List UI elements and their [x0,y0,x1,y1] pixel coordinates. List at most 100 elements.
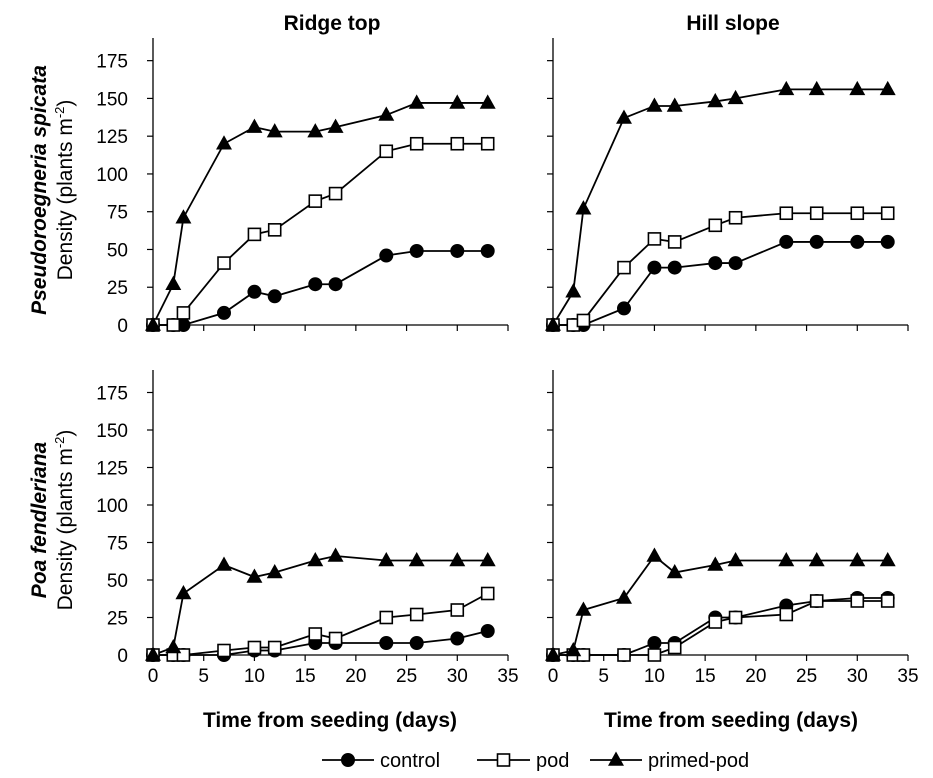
panel-r1-c1-x-tick-label: 30 [847,666,868,687]
panel-r0-c1-primed-pod-point [646,97,663,112]
panel-r0-c1-pod-point [880,206,895,221]
panel-r1-c1-primed-pod-point [545,646,561,661]
panel-r1-c1-pod-point [850,594,865,608]
panel-r0-c0-primed-pod-point [175,209,192,224]
panel-r1-c0-primed-pod-point [479,551,496,567]
legend: control pod primed-pod [322,750,749,772]
panel-r1-c0-x-tick-label: 0 [148,666,159,687]
panel-r0-c1-pod-point [850,206,865,221]
panel-r1-c0-control-point [450,631,465,646]
panel-r1-c1-primed-pod-line [552,554,888,656]
panel-r1-c0-primed-pod-point [246,568,263,583]
panel-r1-c1-pod-point [880,594,895,608]
panel-r0-c0-y-tick-label: 25 [107,278,128,299]
panel-r0-c0-pod-point [379,144,394,159]
panel-r1-c1-primed-pod-point [666,563,683,579]
panel-r0-c1-control-point [708,256,723,271]
panel-r1-c0-x-tick-label: 10 [244,666,265,687]
panel-r0-c0-pod-point [409,136,424,151]
svg-text:Density (plants m-2): Density (plants m-2) [52,430,77,611]
panel-r0-c0-primed-pod-point [378,106,395,121]
panel-r0-c1-control-line [553,241,888,326]
panel-r0-c1-primed-pod-point [808,80,825,96]
panel-r1-c1-x-tick-label: 25 [796,666,817,687]
panel-r0-c0-pod-point [450,136,465,151]
panel-r0-c0-control-point [217,305,231,320]
panel-r1-c1-primed-pod-point [616,589,632,604]
y-axis-label-bottom: Poa fendleriana Density (plants m-2) [28,430,77,611]
column-title-ridge-top: Ridge top [284,12,381,35]
panel-r0-c0-control-point [379,248,394,263]
panel-r0-c1-pod-point [576,313,591,328]
panel-r0-c1-primed-pod-point [727,89,744,105]
panel-r1-c0-primed-pod-point [327,547,344,562]
panel-r1-c1: 0 5 10 15 20 25 30 35 [545,370,919,687]
panel-r1-c0-x-tick-label: 25 [396,666,417,687]
legend-control-label: control [380,750,440,772]
panel-r0-c1-primed-pod-line [552,88,888,326]
panel-r1-c1-primed-pod-point [778,551,795,567]
panel-r1-c0-pod-point [379,610,394,625]
panel-r0-c1-primed-pod-point [565,283,582,298]
panel-r0-c1-primed-pod-point [778,80,795,96]
panel-r1-c0-control-point [480,624,495,638]
panel-r0-c0-pod-line [153,142,488,326]
panel-r1-c1-primed-pod-point [879,551,896,567]
panel-r1-c1-x-tick-label: 0 [548,666,559,687]
panel-r0-c0-primed-pod-point [165,275,182,290]
y-axis-unit-bottom-close: ) [54,430,77,437]
panel-r1-c0-y-tick-label: 100 [96,496,128,517]
panel-r1-c0-y-tick-label: 150 [96,421,128,442]
panel-r0-c0-pod-point [480,136,495,151]
panel-r0-c1-pod-point [667,235,682,249]
panel-r0-c0-control-point [267,289,282,304]
y-axis-species-top: Pseudoroegneria spicata [28,65,51,315]
legend-primed-pod-label: primed-pod [648,750,749,772]
panel-r0-c0-pod-point [308,194,323,208]
panel-r0-c0-y-tick-label: 125 [96,127,128,148]
panel-r0-c0-primed-pod-point [216,135,232,150]
panel-r1-c0-primed-pod-point [378,551,395,567]
panel-r0-c0-control-point [247,284,262,299]
panel-r1-c0-control-point [409,636,424,650]
svg-text:Poa fendleriana: Poa fendleriana [28,441,51,598]
y-axis-unit-bottom: Density (plants m [54,448,77,610]
panel-r1-c1-primed-pod-point [646,547,663,562]
panel-r1-c0-y-tick-label: 75 [107,534,128,555]
panel-r0-c1-primed-pod-point [545,316,561,331]
panel-r1-c0-primed-pod-point [145,646,161,661]
panel-r0-c0-pod-point [176,306,191,320]
y-axis-species-bottom: Poa fendleriana [28,441,51,598]
panel-r1-c0-pod-point [217,643,231,658]
panel-r0-c0-control-point [409,243,424,258]
panel-r0-c0-primed-pod-point [408,94,425,109]
panel-r1-c0-pod-point [450,603,465,617]
panel-r0-c1-control-point [728,256,743,271]
svg-text:Density (plants m-2): Density (plants m-2) [52,100,77,281]
panel-r0-c1-control-point [667,260,682,275]
panel-r1-c0-x-tick-label: 30 [447,666,468,687]
panel-r1-c1-x-tick-label: 35 [897,666,918,687]
panel-r0-c0-primed-pod-point [449,94,466,109]
legend-pod-marker [496,753,511,767]
y-axis-unit-top: Density (plants m [54,118,77,280]
panel-r1-c0-y-tick-label: 0 [117,646,128,667]
panel-r0-c0-y-tick-label: 175 [96,52,128,73]
panel-r1-c0-primed-pod-line [152,555,488,656]
panel-r0-c0-pod-point [217,256,231,270]
panel-r0-c1-pod-point [809,206,824,221]
panel-r1-c0-pod-point [247,640,262,655]
panel-r0-c0-primed-pod-point [479,94,496,109]
x-axis-label-right: Time from seeding (days) [604,709,858,732]
panel-r1-c0-primed-pod-point [216,556,232,571]
panel-r0-c0-y-tick-label: 150 [96,89,128,110]
y-axis-unit-bottom-sup: -2 [52,437,67,449]
panel-r1-c0-pod-point [480,586,495,601]
x-axis-label-left: Time from seeding (days) [203,709,457,732]
y-axis-unit-top-close: ) [54,100,77,107]
panel-r0-c1-pod-point [728,210,743,225]
panel-r1-c1-pod-point [617,648,631,662]
panel-r1-c1-control-point [647,636,662,650]
panel-r1-c0-x-tick-label: 20 [345,666,366,687]
panel-r1-c1-pod-point [779,607,794,622]
